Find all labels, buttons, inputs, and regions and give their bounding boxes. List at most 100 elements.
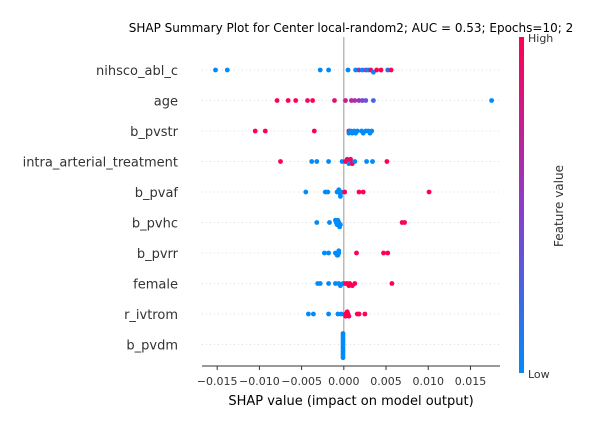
feature-label: b_pvstr [130,125,179,140]
feature-label: b_pvhc [132,217,178,232]
shap-point [352,98,358,103]
shap-point [349,130,355,136]
shap-point [340,355,346,361]
shap-point [352,281,358,286]
shap-point [356,67,362,73]
shap-point [489,98,494,103]
shap-point [370,159,375,164]
shap-point [311,311,316,317]
shap-point [262,128,268,134]
shap-point [346,130,352,136]
shap-point [360,130,366,136]
shap-point [314,159,320,164]
shap-point [354,250,359,256]
shap-point [374,67,380,73]
shap-point [332,98,337,103]
shap-point [252,128,258,134]
feature-label: b_pvrr [137,247,179,262]
shap-point [306,311,311,317]
shap-point [314,220,320,225]
shap-point [360,98,365,103]
shap-point [389,281,395,286]
shap-point [342,189,348,195]
shap-point [378,67,384,73]
shap-point [335,252,341,258]
shap-point [356,189,362,195]
colorbar [519,37,524,373]
shap-point [326,250,331,256]
shap-point [385,67,391,73]
shap-point [303,189,309,195]
shap-point [336,248,342,254]
shap-point [311,128,317,134]
shap-point [343,98,348,103]
shap-point [325,189,331,195]
shap-point [385,250,391,256]
feature-label: b_pvaf [135,186,179,201]
shap-point [340,331,346,336]
shap-point [333,281,338,286]
feature-label: female [133,278,178,293]
shap-point [363,98,369,103]
shap-point [346,313,352,319]
shap-point [322,250,327,256]
shap-point [338,311,344,317]
x-tick-label: −0.010 [239,375,280,388]
shap-point [360,67,365,73]
shap-point [274,98,280,103]
shap-point [305,98,310,103]
shap-point [384,159,390,164]
shap-point [356,98,362,103]
shap-point [349,98,354,103]
shap-point [388,67,394,73]
x-axis-title: SHAP value (impact on model output) [228,394,473,409]
shap-point [426,189,432,195]
feature-label: r_ivtrom [124,308,178,323]
shap-point [224,67,230,73]
shap-point [364,159,369,164]
shap-point [345,67,351,73]
chart-title: SHAP Summary Plot for Center local-rando… [129,21,573,35]
shap-point [326,281,331,286]
shap-point [367,130,373,136]
shap-point [344,309,350,315]
colorbar-high-label: High [528,32,553,45]
x-tick-label: −0.015 [197,375,238,388]
shap-point [336,187,342,193]
shap-point [348,156,353,162]
shap-point [326,159,331,164]
x-tick-label: 0.015 [455,375,487,388]
shap-point [326,67,331,73]
shap-point [360,189,366,195]
shap-point [317,281,323,286]
feature-label: age [154,95,178,110]
shap-point [310,98,315,103]
feature-label: nihsco_abl_c [96,64,178,79]
shap-point [327,220,332,225]
x-tick-label: 0.005 [370,375,402,388]
x-tick-label: 0.010 [412,375,444,388]
shap-point [285,98,291,103]
shap-point [353,130,358,136]
shap-point [381,250,386,256]
colorbar-low-label: Low [528,368,550,381]
shap-point [338,194,343,199]
shap-point [346,283,352,289]
shap-point [335,217,341,223]
shap-point [353,67,358,73]
shap-point [278,159,283,164]
shap-point [309,159,315,164]
x-tick-label: −0.005 [281,375,322,388]
shap-point [362,311,368,317]
x-tick-label: 0.000 [328,375,360,388]
shap-point [213,67,218,73]
shap-point [326,311,331,317]
shap-point [293,98,299,103]
feature-label: b_pvdm [126,339,178,354]
shap-point [352,159,358,164]
shap-point [337,224,342,230]
shap-point [402,220,407,225]
shap-point [343,313,348,319]
shap-point [356,311,362,317]
